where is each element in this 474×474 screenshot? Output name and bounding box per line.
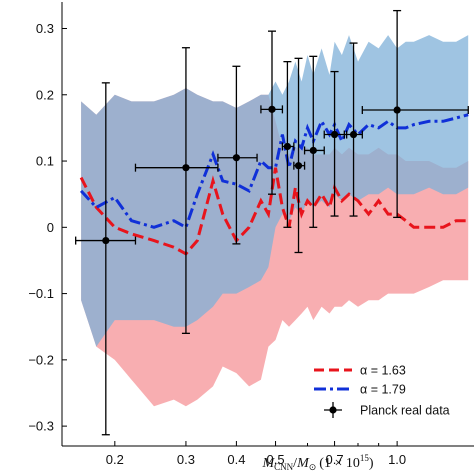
y-tick-label: 0.2 (36, 87, 54, 102)
data-marker (330, 130, 339, 139)
data-marker (232, 154, 241, 162)
y-tick-label: −0.1 (28, 286, 54, 301)
legend: α = 1.63 α = 1.79 Planck real data (314, 364, 450, 418)
planck-point-2 (134, 47, 219, 334)
x-tick-label: 0.2 (106, 452, 124, 467)
legend-marker (329, 406, 337, 414)
confidence-bands (81, 35, 469, 407)
data-marker (309, 146, 317, 155)
tick-labels: 0.3 0.2 0.1 0 −0.1 −0.2 −0.3 0.2 0.3 0.4 0.5 0.7 1.0 (28, 21, 406, 467)
x-tick-label: 0.4 (227, 452, 245, 467)
legend-label: α = 1.79 (360, 383, 406, 397)
x-tick-label: 1.0 (388, 452, 406, 467)
confidence-band-2 (81, 35, 469, 347)
data-marker (349, 130, 358, 139)
planck-point-1 (75, 82, 137, 436)
data-points (75, 9, 469, 436)
planck-point-4 (260, 30, 284, 195)
legend-item-2: α = 1.79 (314, 383, 406, 397)
data-marker (294, 162, 303, 170)
y-tick-label: −0.2 (28, 352, 54, 367)
data-marker (182, 164, 190, 172)
data-marker (268, 105, 276, 113)
planck-point-6 (293, 57, 306, 254)
x-tick-label: 0.3 (177, 452, 195, 467)
x-tick-label: 0.5 (267, 452, 285, 467)
legend-item-3: Planck real data (324, 402, 450, 418)
data-marker (283, 142, 292, 151)
legend-item-1: α = 1.63 (314, 364, 406, 378)
planck-point-8 (323, 70, 348, 217)
legend-label: α = 1.63 (360, 364, 406, 378)
axes (61, 2, 474, 447)
planck-point-9 (343, 42, 363, 217)
y-tick-label: −0.3 (28, 419, 54, 434)
y-tick-label: 0.3 (36, 21, 54, 36)
y-tick-label: 0.1 (36, 154, 54, 169)
data-marker (393, 106, 401, 114)
planck-point-5 (281, 60, 295, 228)
planck-point-3 (217, 65, 258, 245)
planck-point-10 (361, 9, 469, 219)
y-tick-label: 0 (47, 220, 54, 235)
x-axis-label: MCNN/M⊙ (1 × 1015) (261, 453, 373, 472)
planck-point-7 (303, 55, 325, 228)
x-tick-label: 0.7 (326, 452, 344, 467)
legend-label: Planck real data (360, 404, 450, 418)
data-marker (102, 236, 110, 245)
